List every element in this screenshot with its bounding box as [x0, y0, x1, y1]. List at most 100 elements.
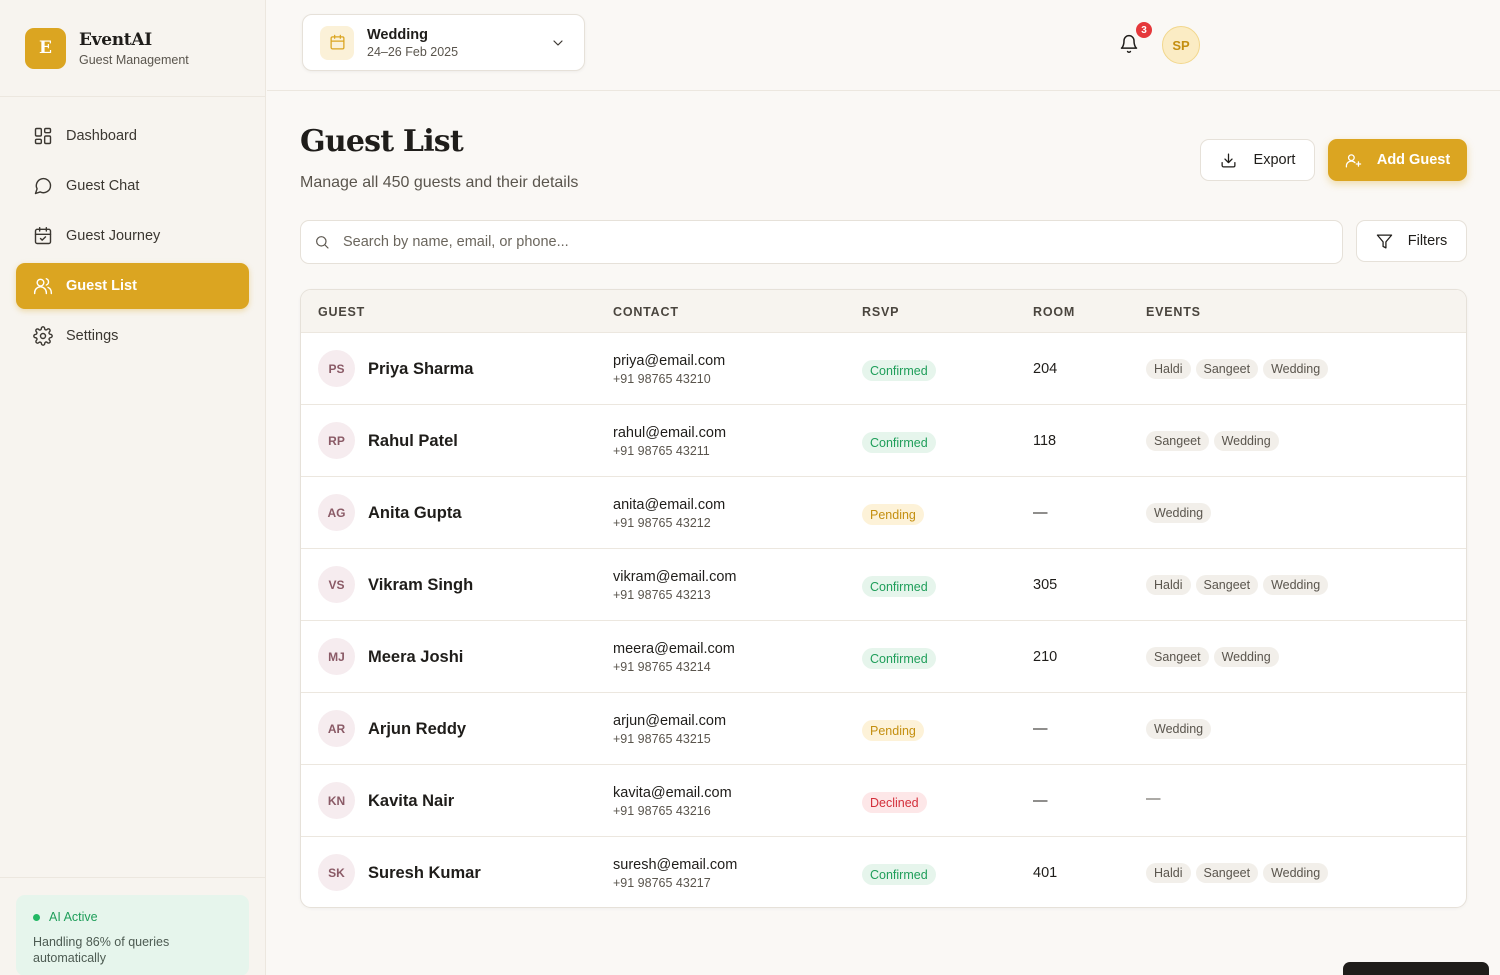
- rsvp-badge: Pending: [862, 504, 924, 525]
- ai-status-label: AI Active: [49, 910, 98, 924]
- guest-email: arjun@email.com: [613, 713, 727, 729]
- export-label: Export: [1253, 152, 1296, 168]
- table-row[interactable]: VS Vikram Singh vikram@email.com +91 987…: [301, 549, 1466, 621]
- sidebar-item-label: Settings: [66, 328, 119, 344]
- page-subtitle: Manage all 450 guests and their details: [300, 174, 579, 191]
- event-tags: Sangeet Wedding: [1146, 431, 1284, 451]
- table-row[interactable]: AR Arjun Reddy arjun@email.com +91 98765…: [301, 693, 1466, 765]
- room-number: —: [1033, 793, 1048, 809]
- guest-name[interactable]: Rahul Patel: [368, 432, 458, 450]
- table-row[interactable]: RP Rahul Patel rahul@email.com +91 98765…: [301, 405, 1466, 477]
- event-selector[interactable]: Wedding 24–26 Feb 2025: [302, 14, 585, 71]
- event-tags: Sangeet Wedding: [1146, 647, 1284, 667]
- rsvp-badge: Confirmed: [862, 648, 936, 669]
- table-row[interactable]: AG Anita Gupta anita@email.com +91 98765…: [301, 477, 1466, 549]
- column-header-room[interactable]: ROOM: [1033, 305, 1076, 319]
- sidebar-item-settings[interactable]: Settings: [16, 313, 249, 359]
- guest-name[interactable]: Arjun Reddy: [368, 720, 467, 738]
- sidebar-item-dashboard[interactable]: Dashboard: [16, 113, 249, 159]
- guest-avatar: RP: [318, 422, 355, 459]
- guest-name[interactable]: Priya Sharma: [368, 360, 474, 378]
- guest-name[interactable]: Meera Joshi: [368, 648, 464, 666]
- add-guest-label: Add Guest: [1376, 152, 1451, 168]
- guest-phone: +91 98765 43214: [613, 660, 711, 674]
- room-number: 401: [1033, 865, 1058, 881]
- users-icon: [33, 278, 53, 295]
- table-row[interactable]: MJ Meera Joshi meera@email.com +91 98765…: [301, 621, 1466, 693]
- guest-avatar: MJ: [318, 638, 355, 675]
- column-header-rsvp[interactable]: RSVP: [862, 305, 900, 319]
- ai-status-card: AI Active Handling 86% of queries automa…: [16, 895, 249, 975]
- brand: E EventAI Guest Management: [0, 0, 265, 97]
- column-header-contact[interactable]: CONTACT: [613, 305, 679, 319]
- event-name: Wedding: [367, 26, 428, 43]
- sidebar-item-label: Guest Chat: [66, 178, 140, 194]
- guest-email: anita@email.com: [613, 497, 726, 513]
- sidebar-footer: AI Active Handling 86% of queries automa…: [0, 877, 265, 975]
- rsvp-badge: Declined: [862, 792, 927, 813]
- guest-name[interactable]: Kavita Nair: [368, 792, 455, 810]
- ai-status-description: Handling 86% of queries automatically: [33, 935, 170, 965]
- sidebar-item-guest-list[interactable]: Guest List: [16, 263, 249, 309]
- column-header-events[interactable]: EVENTS: [1146, 305, 1201, 319]
- export-button[interactable]: Export: [1200, 139, 1315, 181]
- room-number: 118: [1033, 433, 1057, 449]
- download-icon: [1221, 152, 1236, 168]
- table-row[interactable]: KN Kavita Nair kavita@email.com +91 9876…: [301, 765, 1466, 837]
- corner-widget[interactable]: [1343, 962, 1489, 975]
- rsvp-badge: Pending: [862, 720, 924, 741]
- guest-avatar: AG: [318, 494, 355, 531]
- sidebar-item-guest-journey[interactable]: Guest Journey: [16, 213, 249, 259]
- chat-bubble-icon: [34, 177, 52, 195]
- guest-name[interactable]: Vikram Singh: [368, 576, 474, 594]
- column-header-guest[interactable]: GUEST: [318, 305, 366, 319]
- calendar-check-icon: [34, 226, 52, 245]
- event-tag: Sangeet: [1195, 575, 1259, 595]
- table-row[interactable]: PS Priya Sharma priya@email.com +91 9876…: [301, 333, 1466, 405]
- bell-icon[interactable]: [1119, 34, 1141, 56]
- room-number: 305: [1033, 577, 1058, 593]
- event-tags: —: [1146, 791, 1161, 807]
- sidebar-item-label: Guest Journey: [66, 228, 161, 244]
- sidebar-item-guest-chat[interactable]: Guest Chat: [16, 163, 249, 209]
- rsvp-badge: Confirmed: [862, 360, 936, 381]
- status-dot-icon: [33, 913, 40, 921]
- search-input[interactable]: [343, 234, 1243, 250]
- event-tags: Haldi Sangeet Wedding: [1146, 359, 1333, 379]
- brand-subtitle: Guest Management: [79, 52, 189, 67]
- event-tag: Haldi: [1146, 575, 1191, 595]
- event-tag: Haldi: [1146, 863, 1191, 883]
- event-tag: Wedding: [1213, 647, 1279, 667]
- room-number: 204: [1033, 361, 1058, 377]
- room-number: 210: [1033, 649, 1058, 665]
- brand-name: EventAI: [79, 29, 152, 50]
- filters-button[interactable]: Filters: [1356, 220, 1467, 262]
- guest-name[interactable]: Suresh Kumar: [368, 864, 481, 882]
- guest-phone: +91 98765 43217: [613, 876, 711, 890]
- user-avatar[interactable]: SP: [1162, 26, 1200, 64]
- guest-name[interactable]: Anita Gupta: [368, 504, 462, 522]
- layout-grid-icon: [34, 127, 52, 145]
- sidebar: E EventAI Guest Management Dashboard Gue…: [0, 0, 266, 975]
- filters-label: Filters: [1407, 233, 1448, 249]
- guest-phone: +91 98765 43216: [613, 804, 711, 818]
- guest-avatar: VS: [318, 566, 355, 603]
- calendar-icon: [320, 25, 354, 60]
- guest-avatar: SK: [318, 854, 355, 891]
- event-tags: Wedding: [1146, 503, 1216, 523]
- room-number: —: [1033, 505, 1048, 521]
- table-row[interactable]: SK Suresh Kumar suresh@email.com +91 987…: [301, 837, 1466, 907]
- filter-icon: [1376, 233, 1392, 249]
- event-tag: Wedding: [1146, 719, 1212, 739]
- search-icon: [316, 236, 329, 249]
- guest-phone: +91 98765 43213: [613, 588, 711, 602]
- event-tags: Haldi Sangeet Wedding: [1146, 863, 1333, 883]
- sidebar-item-label: Guest List: [66, 278, 137, 294]
- add-guest-button[interactable]: Add Guest: [1328, 139, 1467, 181]
- top-header: Wedding 24–26 Feb 2025: [267, 0, 1500, 91]
- page-title: Guest List: [300, 124, 464, 159]
- guest-email: kavita@email.com: [613, 785, 732, 801]
- room-number: —: [1033, 721, 1048, 737]
- event-tag: Wedding: [1213, 431, 1279, 451]
- events-empty: —: [1146, 791, 1161, 807]
